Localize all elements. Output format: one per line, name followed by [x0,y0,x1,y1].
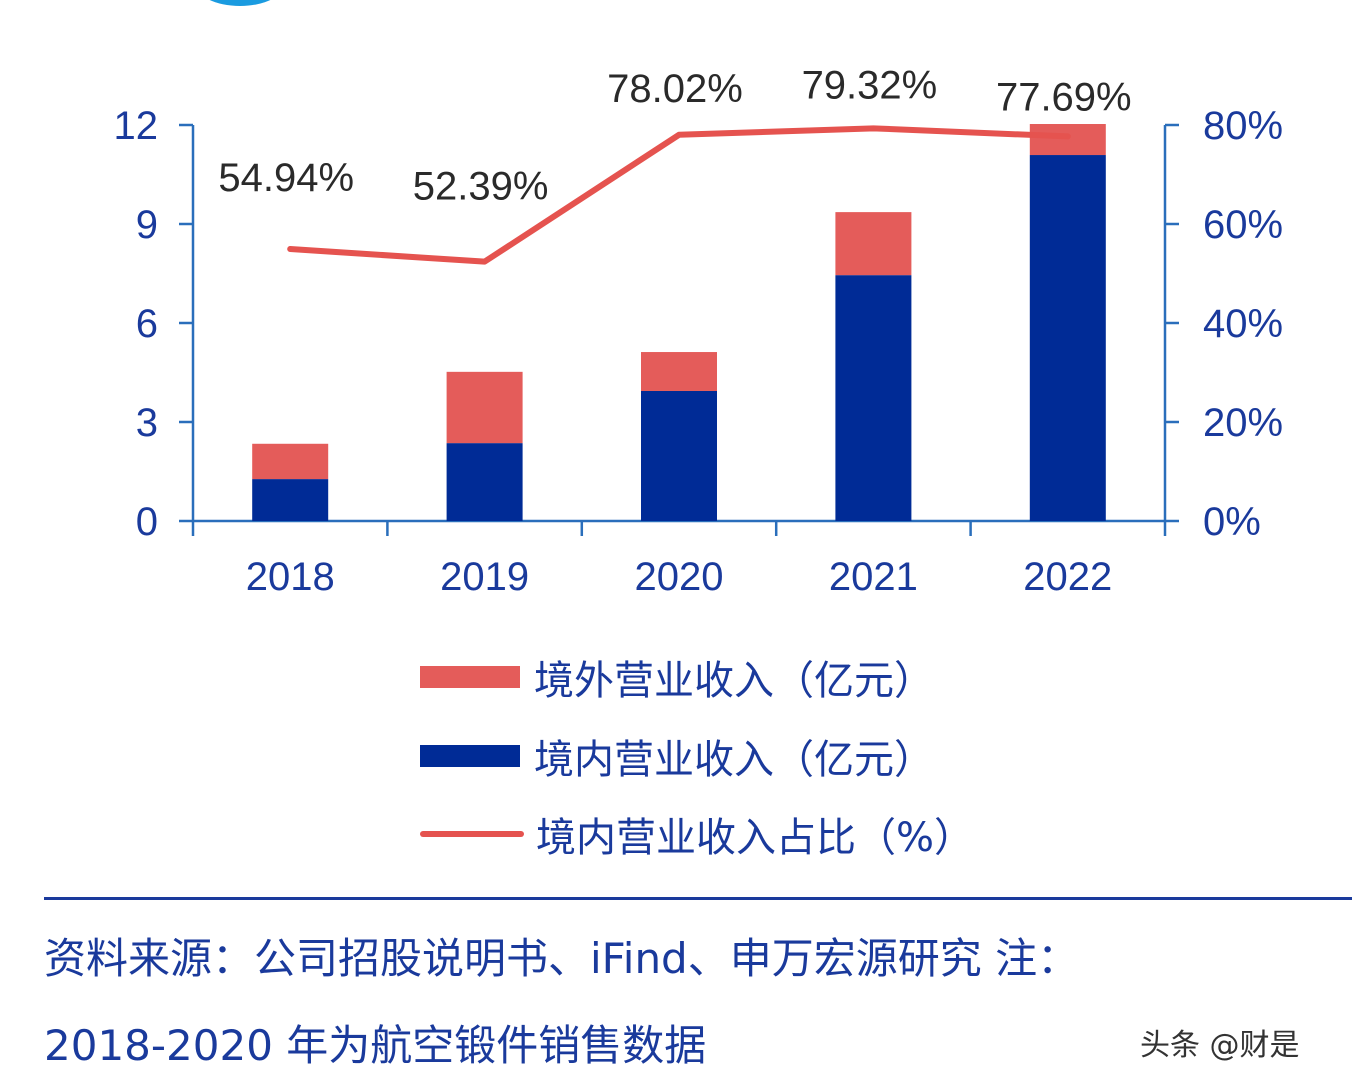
right-tick-label: 80% [1203,104,1283,148]
line-share [287,125,1071,265]
bar-domestic [252,479,329,521]
data-label: 77.69% [996,75,1132,119]
legend-item-domestic: 境内营业收入（亿元） [420,727,934,785]
bar-overseas [835,212,912,276]
x-tick-label: 2021 [829,555,918,599]
legend-swatch-overseas [420,666,520,688]
data-label: 78.02% [607,67,743,111]
bar-domestic [835,275,912,521]
x-tick-label: 2018 [246,555,335,599]
bar-overseas [1029,124,1106,156]
left-tick-label: 9 [136,203,158,247]
x-tick-label: 2020 [635,555,724,599]
left-tick-label: 3 [136,401,158,445]
data-label: 52.39% [413,165,549,209]
legend-label: 境内营业收入占比（%） [536,815,975,861]
data-label: 79.32% [802,63,938,107]
right-tick-label: 40% [1203,302,1283,346]
chart: 0 3 6 9 12 0% 20% 40% 60% 80% 2018 2019 2020 2021 2022… [114,63,1284,599]
right-tick-label: 0% [1203,500,1261,544]
bar-domestic [1029,155,1106,521]
divider [44,897,1352,900]
bar-overseas [641,352,717,391]
left-tick-label: 6 [136,302,158,346]
legend-label: 境内营业收入（亿元） [534,737,934,783]
legend-label: 境外营业收入（亿元） [534,658,934,704]
x-tick-label: 2019 [440,555,529,599]
left-tick-label: 0 [136,500,158,544]
watermark: 头条 @财是 [1140,1028,1300,1063]
bar-overseas [252,443,329,480]
right-tick-label: 60% [1203,203,1283,247]
data-label: 54.94% [218,156,354,200]
legend-line-share [420,831,524,837]
x-tick-label: 2022 [1023,555,1112,599]
decorative-header-shape [195,0,285,6]
legend-item-share: 境内营业收入占比（%） [420,805,974,863]
legend-item-overseas: 境外营业收入（亿元） [420,648,934,706]
legend-swatch-domestic [420,745,520,767]
right-tick-label: 20% [1203,401,1283,445]
bar-overseas [446,371,523,444]
left-tick-label: 12 [114,104,159,148]
bar-domestic [446,443,523,521]
source-note: 资料来源：公司招股说明书、iFind、申万宏源研究 注： [44,934,1080,983]
bar-domestic [641,390,717,521]
source-note-2: 2018-2020 年为航空锻件销售数据 [44,1021,707,1070]
